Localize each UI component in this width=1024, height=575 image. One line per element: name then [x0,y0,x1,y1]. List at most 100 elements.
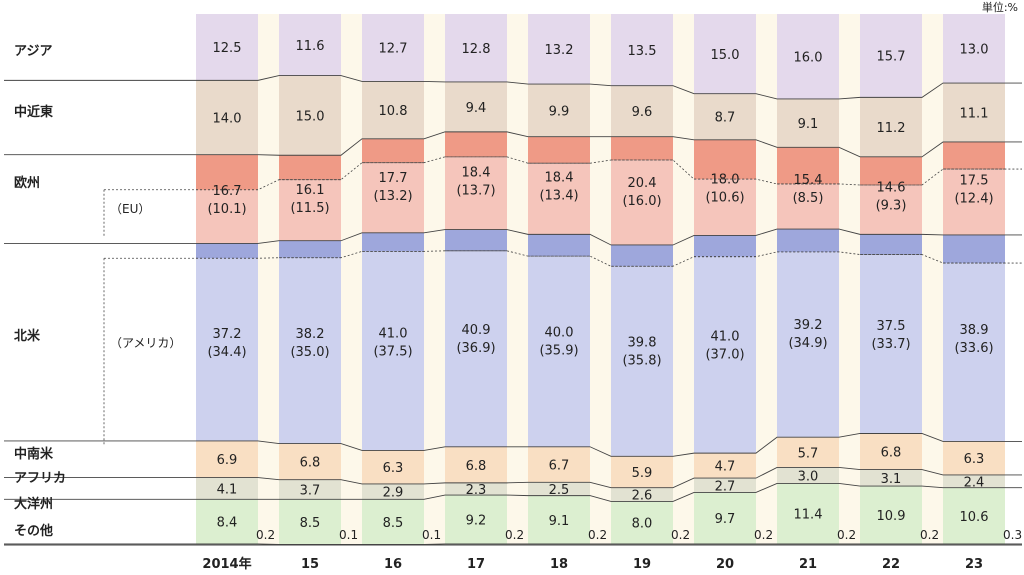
bar-accent-segment [943,141,1005,170]
data-label: (35.8) [622,354,661,369]
data-label: 8.5 [300,516,321,531]
data-label: 37.2 [213,327,242,342]
data-label: 15.4 [794,173,823,188]
bar-segment [943,234,1005,442]
series-label: 中近東 [14,104,53,120]
series-boundary-line [4,467,1022,489]
bar-segment [445,446,507,483]
bar-segment [445,14,507,82]
data-label: 15.0 [296,109,325,124]
bar-segment [611,244,673,457]
series-boundary-line [4,75,1022,100]
series-boundary-line [4,131,1022,158]
bar-accent-segment [860,234,922,255]
bar-accent-segment [777,147,839,184]
bar-segment [611,501,673,544]
data-label: 15.7 [877,50,906,65]
data-label: 0.2 [671,528,690,542]
data-label: (34.9) [788,336,827,351]
data-label: 2.4 [964,475,985,490]
bar-segment [362,483,424,500]
data-label: 0.2 [837,528,856,542]
data-label: 38.9 [960,323,989,338]
data-label: 9.1 [798,117,819,132]
data-label: 18.0 [711,173,740,188]
data-label: 4.1 [217,482,238,497]
bar-accent-segment [611,136,673,161]
series-label: アジア [14,44,52,59]
data-label: 40.9 [462,323,491,338]
data-label: 0.3 [1003,528,1022,542]
data-label: 13.2 [545,43,574,58]
data-label: 6.8 [881,446,902,461]
data-label: 38.2 [296,327,325,342]
bar-accent-segment [362,232,424,252]
data-label: 14.0 [213,112,242,127]
data-label: (10.1) [207,202,246,217]
data-label: 6.8 [300,456,321,471]
bar-segment [943,441,1005,475]
data-label: 0.2 [920,528,939,542]
data-label: (35.9) [539,344,578,359]
data-label: 14.6 [877,181,906,196]
data-label: (16.0) [622,194,661,209]
bar-segment [196,80,258,155]
bar-accent-segment [279,240,341,258]
data-label: 13.0 [960,43,989,58]
data-label: 9.6 [632,105,653,120]
data-label: 11.6 [296,39,325,54]
category-tick-label: 20 [716,557,734,572]
bar-segment [279,499,341,545]
bar-segment [860,486,922,544]
bar-segment [279,240,341,444]
bar-accent-segment [362,138,424,163]
data-label: 12.5 [213,41,242,56]
bar-segment [860,234,922,434]
category-tick-label: 17 [467,557,485,572]
series-label: 大洋州 [14,496,53,512]
data-label: 17.5 [960,173,989,188]
data-label: 2.9 [383,486,404,501]
series-label: 中南米 [14,446,54,462]
data-label: (11.5) [290,201,329,216]
data-label: 8.5 [383,516,404,531]
series-label: 欧州 [14,175,40,191]
data-label: 6.8 [466,459,487,474]
data-label: (13.4) [539,189,578,204]
data-label: (33.6) [954,341,993,356]
bar-segment [196,440,258,478]
data-label: (8.5) [793,191,824,206]
bar-segment [860,469,922,487]
bar-segment [777,98,839,148]
data-label: 39.2 [794,318,823,333]
category-tick-label: 19 [633,557,651,572]
data-label: (37.0) [705,347,744,362]
data-label: 9.9 [549,104,570,119]
bar-segment [362,14,424,82]
data-label: 16.7 [213,184,242,199]
data-label: 0.2 [588,528,607,542]
bar-segment [362,499,424,545]
bar-segment [196,477,258,500]
data-label: 16.1 [296,183,325,198]
data-label: 12.7 [379,42,408,57]
data-label: (10.6) [705,191,744,206]
data-label: 0.2 [505,528,524,542]
bar-segment [694,235,756,454]
data-label: 12.8 [462,42,491,57]
data-label: 9.4 [466,101,487,116]
bar-segment [943,474,1005,488]
data-label: 41.0 [379,327,408,342]
category-tick-label: 2014年 [202,556,251,572]
data-label: 18.4 [462,166,491,181]
bar-segment [528,543,590,545]
data-label: 0.2 [754,528,773,542]
data-label: 37.5 [877,319,906,334]
bar-segment [694,453,756,479]
bar-segment [777,467,839,484]
data-label: (9.3) [876,199,907,214]
bar-segment [694,14,756,94]
bar-segment [860,14,922,98]
bar-accent-segment [694,235,756,257]
